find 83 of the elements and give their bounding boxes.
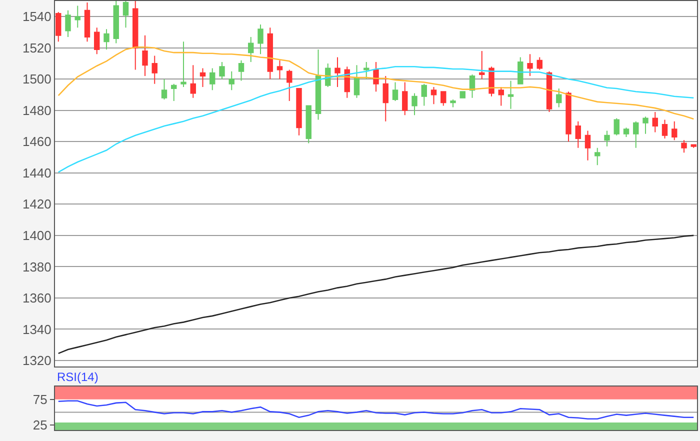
candlestick <box>392 82 398 102</box>
candlestick <box>402 82 408 116</box>
candlestick <box>536 56 542 70</box>
chart-title: RSI(14) <box>57 370 98 384</box>
candlestick <box>498 86 504 106</box>
candlestick <box>430 86 437 105</box>
candlestick <box>171 83 177 102</box>
candlestick <box>228 70 234 91</box>
candlestick <box>373 61 379 92</box>
y-tick-label: 1500 <box>22 72 52 87</box>
candlestick <box>469 74 476 98</box>
line-series <box>58 46 694 120</box>
candlestick <box>219 61 225 80</box>
candlestick <box>479 50 485 80</box>
candlestick <box>200 68 206 88</box>
candlestick <box>364 61 370 80</box>
y-tick-label: 1380 <box>22 259 52 274</box>
candlestick <box>286 69 292 102</box>
candlestick <box>566 91 572 142</box>
candlestick <box>84 2 90 42</box>
candlestick <box>594 147 600 166</box>
candlestick <box>681 140 687 154</box>
candlestick <box>412 92 418 116</box>
candlestick <box>210 68 216 91</box>
y-tick-label: 1320 <box>22 353 52 368</box>
candlestick <box>190 64 196 98</box>
candlestick <box>584 130 591 161</box>
candlestick <box>248 36 254 62</box>
candlestick <box>296 88 302 136</box>
candlestick <box>122 1 129 28</box>
y-tick-label: 1340 <box>22 322 52 337</box>
candlestick <box>142 34 148 77</box>
candlestick <box>132 1 138 70</box>
candlestick <box>334 56 340 88</box>
candlestick <box>556 88 562 108</box>
candlestick <box>152 55 158 84</box>
candlestick <box>460 91 466 98</box>
candlestick <box>74 5 80 28</box>
candlestick <box>575 120 581 148</box>
candlestick <box>604 130 610 147</box>
candlestick <box>113 1 119 44</box>
line-series <box>58 234 694 354</box>
candlestick <box>527 54 533 77</box>
candlestick <box>276 60 283 80</box>
candlestick <box>450 98 456 108</box>
y-tick-label: 1460 <box>22 134 52 150</box>
candlestick <box>104 28 110 50</box>
candlestick <box>623 127 630 138</box>
y-tick-label: 1540 <box>22 9 52 24</box>
candlestick <box>354 64 360 98</box>
candlestick <box>258 24 264 55</box>
y-tick-label: 25 <box>32 418 48 433</box>
candlestick <box>382 76 388 122</box>
candlestick <box>662 119 668 140</box>
candlestick <box>518 56 524 84</box>
y-tick-label: 1360 <box>22 290 52 306</box>
y-tick-label: 1400 <box>22 228 52 243</box>
candlestick <box>161 78 168 100</box>
candlestick <box>94 27 100 55</box>
candlestick <box>238 60 244 82</box>
candlestick <box>421 83 427 106</box>
candlestick <box>180 41 186 88</box>
candlestick <box>488 66 494 97</box>
candlestick <box>306 105 312 144</box>
candlestick <box>672 120 678 141</box>
y-tick-label: 1520 <box>22 40 52 56</box>
y-tick-label: 1480 <box>22 102 52 118</box>
candlestick <box>633 120 639 148</box>
line-series <box>58 66 694 173</box>
candlestick <box>652 111 658 133</box>
y-tick-label: 1420 <box>22 196 52 212</box>
y-tick-label: 1440 <box>22 165 52 180</box>
candlestick <box>315 48 322 120</box>
candlestick <box>642 116 648 134</box>
candlestick <box>267 27 273 80</box>
candlestick <box>614 118 620 136</box>
candlestick <box>546 70 552 112</box>
candlestick <box>508 80 514 110</box>
y-tick-label: 75 <box>32 392 48 407</box>
candlestick <box>56 11 62 42</box>
candlestick <box>440 91 446 106</box>
candlestick <box>65 10 71 38</box>
line-series <box>58 400 694 420</box>
